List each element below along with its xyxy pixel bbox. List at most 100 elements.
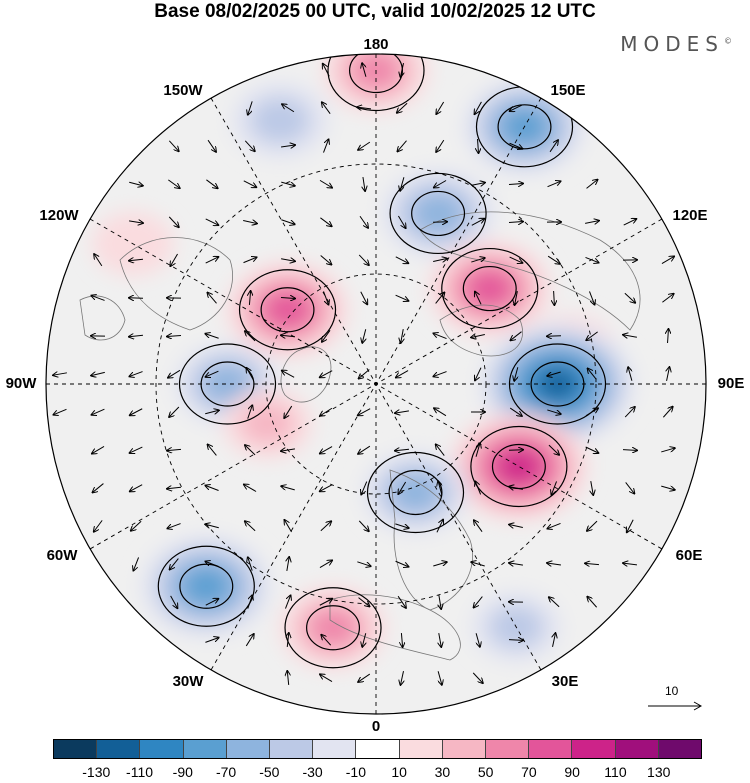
copyright-mark: © [724, 36, 732, 46]
wind-vector [320, 674, 333, 683]
wind-vector [359, 369, 370, 378]
colorbar-segment [356, 740, 400, 758]
wind-vector [207, 293, 217, 304]
contour-line [508, 343, 607, 425]
wind-vector [472, 672, 483, 683]
wind-vector [133, 557, 140, 570]
wind-vector [510, 104, 523, 111]
wind-vector [436, 444, 445, 456]
wind-vector [432, 222, 447, 223]
anomaly-blob [267, 293, 308, 326]
wind-vector [205, 218, 219, 225]
colorbar-segment [270, 740, 314, 758]
wind-vector [397, 102, 408, 113]
wind-vector [323, 139, 329, 153]
wind-vector [478, 138, 479, 153]
lon-label-150e: 150E [550, 82, 586, 99]
wind-vector [320, 255, 332, 264]
anomaly-blob [250, 97, 310, 144]
contour-line [284, 587, 382, 669]
wind-vector [358, 520, 368, 531]
contour-line [157, 545, 255, 627]
wind-vector [130, 484, 143, 492]
graticule [46, 54, 706, 714]
wind-vector [471, 562, 485, 567]
wind-vector [169, 406, 180, 417]
wind-vector [53, 373, 67, 375]
wind-vector [320, 370, 333, 378]
wind-vector [508, 450, 523, 451]
wind-vector [323, 64, 330, 77]
wind-vector [623, 335, 637, 338]
wind-vector [585, 221, 599, 224]
wind-vector [363, 177, 365, 191]
contour-line [388, 469, 443, 516]
anomaly-blob [240, 402, 295, 445]
wind-vector [54, 408, 67, 414]
wind-vector [319, 179, 332, 187]
wind-vector [547, 371, 561, 376]
wind-vector [361, 481, 368, 495]
wind-vector [627, 519, 634, 532]
wind-vector [662, 294, 673, 303]
wind-vector [474, 520, 483, 532]
wind-vector [547, 255, 560, 264]
wind-vector [623, 219, 637, 226]
wind-vector [548, 444, 559, 455]
height-contours [157, 54, 607, 669]
wind-vector [168, 216, 179, 227]
wind-vector [167, 335, 182, 336]
wind-vector [130, 408, 143, 415]
reference-vector-label: 10 [665, 684, 679, 698]
wind-vector [247, 405, 253, 419]
wind-vector [245, 445, 256, 456]
colorbar-segment [658, 740, 702, 758]
colorbar-segment [54, 740, 98, 758]
wind-vector [509, 142, 523, 149]
lon-label-30e: 30E [551, 673, 579, 690]
wind-vector [94, 520, 103, 531]
wind-vector [249, 291, 250, 306]
wind-vector [168, 140, 178, 151]
wind-vector [130, 446, 143, 453]
wind-vector [554, 290, 555, 305]
wind-vector [433, 259, 447, 262]
wind-vector [625, 482, 635, 493]
anomaly-field [92, 54, 635, 670]
wind-vector [439, 633, 441, 647]
lon-label-30w: 30W [172, 673, 204, 690]
colorbar-segment [313, 740, 357, 758]
wind-vector [205, 410, 219, 413]
wind-vector [439, 595, 441, 609]
wind-vector [282, 371, 295, 378]
lon-label-120e: 120E [672, 207, 708, 224]
wind-vector [508, 222, 523, 223]
contour-line [260, 287, 315, 333]
wind-vector [94, 254, 103, 267]
wind-vector [509, 256, 523, 263]
wind-vector [287, 557, 289, 571]
colorbar-tick-labels: -130 -110 -90 -70 -50 -30 -10 10 30 50 70 90 110 130 [53, 764, 702, 782]
lon-label-60e: 60E [675, 547, 703, 564]
wind-vector [129, 182, 143, 186]
wind-vector [322, 329, 331, 341]
wind-vector [475, 633, 480, 646]
wind-vector [322, 102, 331, 114]
wind-vector [243, 180, 256, 187]
wind-vector [587, 520, 598, 531]
wind-vector [205, 638, 218, 643]
wind-vector [358, 673, 371, 682]
wind-vector [471, 335, 485, 338]
wind-vector [92, 446, 105, 453]
wind-vector [168, 369, 181, 377]
wind-vector [205, 334, 219, 339]
wind-vector [395, 523, 408, 528]
wind-vector [358, 445, 371, 454]
wind-vector [206, 179, 217, 188]
wind-vector [244, 140, 254, 151]
wind-vector [509, 563, 523, 565]
anomaly-blob [469, 272, 511, 305]
wind-vector [586, 180, 598, 189]
wind-vector [509, 407, 522, 416]
